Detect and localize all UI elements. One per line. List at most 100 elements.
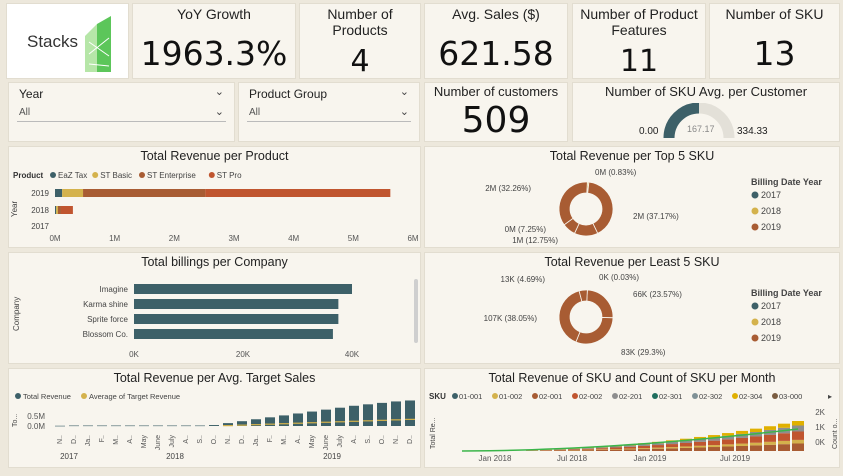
legend-marker: [492, 393, 498, 399]
chart-svg: Company Imagine Karma shine Sprite force Blo…: [12, 284, 360, 359]
bar: [363, 404, 373, 426]
bar-segment: [750, 428, 762, 432]
bar-segment: [568, 448, 580, 450]
bar-segment: [582, 448, 594, 449]
target-mark: [223, 425, 233, 427]
kpi-products: Number of Products 4: [299, 3, 421, 79]
data-label: 0M (7.25%): [505, 225, 547, 234]
target-mark: [349, 420, 359, 422]
slicer-year-value[interactable]: All: [19, 107, 31, 118]
x-tick-label: Ja..: [253, 435, 260, 446]
bar: [153, 425, 163, 427]
chevron-down-icon[interactable]: ⌄: [399, 106, 409, 118]
x-tick-label: Ja..: [85, 435, 92, 446]
target-mark: [391, 419, 401, 421]
bar-segment: [764, 444, 776, 451]
bar-segment: [722, 439, 734, 445]
bar-segment: [666, 444, 678, 448]
legend-label: ST Enterprise: [147, 171, 196, 180]
y-tick-label: 0.0M: [27, 422, 45, 431]
bar: [391, 401, 401, 426]
legend-marker: [452, 393, 458, 399]
x-tick-label: S..: [197, 435, 204, 444]
chart-svg: Total Revenue Average of Target Revenue To…: [12, 392, 415, 461]
target-mark: [293, 422, 303, 424]
bar-segment: [722, 433, 734, 436]
legend-label: 01-001: [459, 392, 482, 401]
kpi-yoy-growth: YoY Growth 1963.3%: [132, 3, 296, 79]
slicer-year[interactable]: Year ⌄ All ⌄: [8, 82, 235, 142]
bar-segment: [694, 441, 706, 446]
bar-segment: [666, 448, 678, 451]
bar-segment: [736, 433, 748, 438]
bar-segment: [568, 450, 580, 451]
legend-label: Average of Target Revenue: [89, 392, 180, 401]
legend-label: Total Revenue: [23, 392, 71, 401]
bar-segment: [680, 438, 692, 441]
logo-tile: Stacks: [6, 3, 129, 79]
gauge-title: Number of SKU Avg. per Customer: [604, 84, 808, 99]
bar-segment: [638, 445, 650, 449]
slicer-year-label: Year: [19, 87, 44, 101]
bar-segment: [596, 449, 608, 450]
chevron-down-icon[interactable]: ⌄: [214, 86, 224, 98]
bar-segment: [60, 206, 73, 214]
x-tick-label: N..: [393, 435, 400, 444]
target-mark: [279, 423, 289, 425]
y-tick-label: Sprite force: [87, 315, 128, 324]
x-tick-label: May: [309, 435, 316, 449]
bar-segment: [736, 437, 748, 444]
gauge-max: 334.33: [737, 126, 768, 137]
bar-segment: [55, 189, 63, 197]
gauge-sku-avg: Number of SKU Avg. per Customer 0.00 167…: [572, 82, 840, 142]
bar-segment: [694, 445, 706, 448]
y-tick-label: Imagine: [100, 285, 129, 294]
bar-segment: [764, 434, 776, 442]
gauge-fill: [663, 103, 700, 139]
data-label: 1M (12.75%): [512, 236, 558, 245]
bar: [265, 417, 275, 426]
bar-segment: [652, 448, 664, 451]
x-tick-label: 5M: [348, 234, 359, 243]
x-tick-label: A..: [183, 435, 190, 444]
donut-slice: [558, 181, 588, 226]
logo-text: Stacks: [27, 32, 79, 51]
scrollbar[interactable]: [414, 279, 418, 343]
bar-segment: [680, 443, 692, 447]
x-tick-label: 2M: [169, 234, 180, 243]
donut-slice: [575, 317, 614, 345]
data-label: 2M (37.17%): [633, 212, 679, 221]
bar-segment: [582, 450, 594, 451]
legend-marker: [532, 393, 538, 399]
legend-label: 2018: [761, 317, 781, 327]
legend-title: Billing Date Year: [751, 288, 822, 298]
chevron-down-icon[interactable]: ⌄: [214, 106, 224, 118]
legend-label: 2018: [761, 206, 781, 216]
y-tick-label: 2K: [815, 408, 825, 417]
bar-segment: [554, 449, 566, 451]
bar-segment: [778, 444, 790, 451]
bar: [405, 400, 415, 426]
legend-marker: [732, 393, 738, 399]
x-tick-label: Jan 2019: [634, 454, 667, 463]
target-mark: [405, 418, 415, 420]
bar: [55, 425, 65, 427]
x-tick-label: F..: [267, 435, 274, 442]
legend-marker: [50, 172, 56, 178]
legend-label: ST Pro: [217, 171, 242, 180]
chevron-down-icon[interactable]: ⌄: [399, 86, 409, 98]
x-tick-label: June: [155, 435, 162, 450]
slicer-product-group[interactable]: Product Group ⌄ All ⌄: [238, 82, 420, 142]
bar-segment: [610, 449, 622, 451]
legend-label: 2019: [761, 222, 781, 232]
x-tick-label: A..: [295, 435, 302, 444]
bar-segment: [736, 445, 748, 451]
kpi-sku-title: Number of SKU: [725, 6, 824, 22]
x-tick-label: F..: [99, 435, 106, 442]
slicer-year-underline: [17, 121, 226, 122]
legend-marker: [751, 223, 759, 231]
legend-label: 02-302: [699, 392, 722, 401]
bar-segment: [680, 446, 692, 448]
legend-next-icon: ▸: [828, 392, 832, 401]
slicer-product-group-value[interactable]: All: [249, 107, 261, 118]
